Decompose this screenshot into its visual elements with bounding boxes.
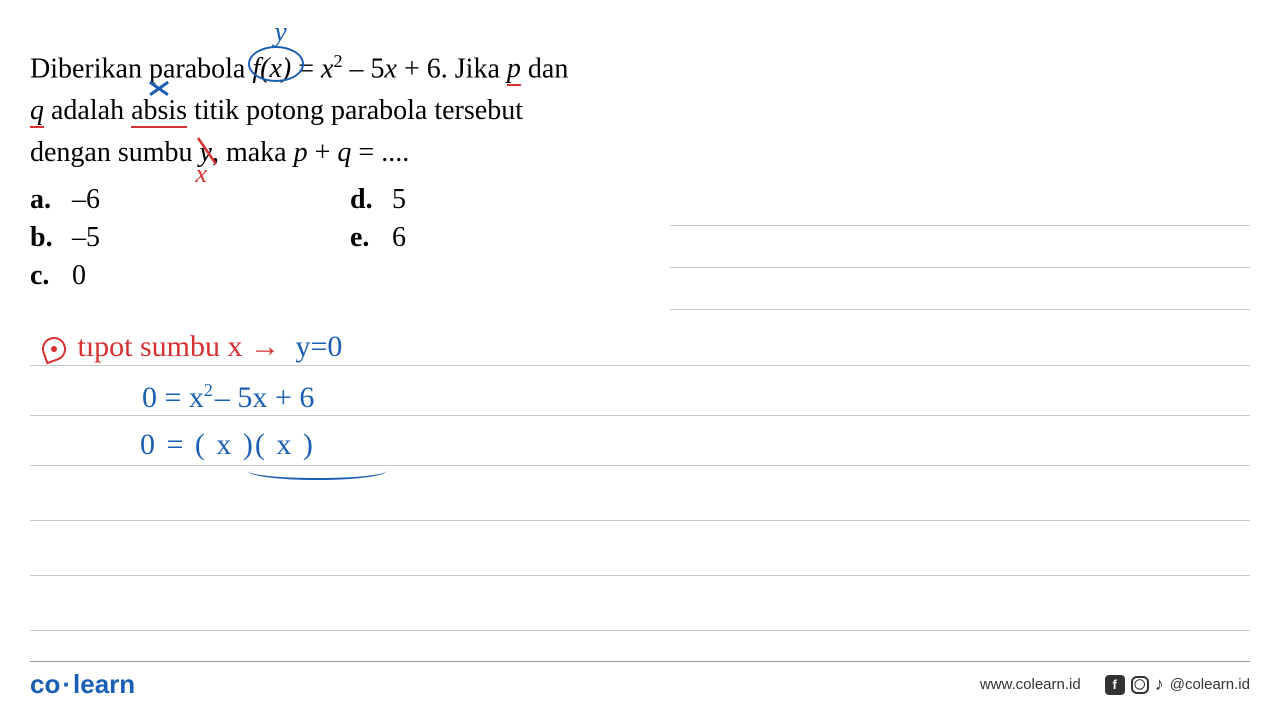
ruled-line [30,630,1250,631]
ruled-line [30,520,1250,521]
p-var: p [294,137,308,168]
option-d: d. 5 [350,184,670,216]
footer-divider [30,661,1250,662]
tiktok-icon: ♪ [1155,675,1164,695]
ruled-line [30,465,1250,466]
option-a: a. –6 [30,184,350,216]
option-value: 6 [392,222,442,254]
ruled-line [30,365,1250,366]
text: adalah [44,95,131,126]
text: + [308,137,338,168]
hw-text: – 5x + 6 [215,381,314,414]
question-line-2: q adalah absis titik potong parabola ter… [30,90,690,132]
question-line-1: Diberikan parabola y f(x) = x2 – 5x + 6.… [30,48,690,90]
option-letter: a. [30,184,72,216]
handwriting-line-3: 0 = ( x )( x ) [140,428,315,462]
question-text: Diberikan parabola y f(x) = x2 – 5x + 6.… [30,48,690,174]
cross-annotation [148,76,170,98]
text: Diberikan parabola [30,53,245,84]
option-letter: e. [350,222,392,254]
q-var: q [337,137,351,168]
footer-right: www.colearn.id f ◯ ♪ @colearn.id [980,675,1250,695]
p-underlined: p [507,53,521,86]
option-value: –6 [72,184,122,216]
annotation-x-label: x [196,154,208,193]
logo-dot: · [62,669,71,699]
option-letter: c. [30,260,72,292]
q-underlined: q [30,95,44,128]
text: dengan sumbu [30,137,200,168]
instagram-icon: ◯ [1131,676,1149,694]
option-value: 0 [72,260,122,292]
option-value: –5 [72,222,122,254]
curve-annotation [248,462,386,480]
hw-text: 0 = ( x )( x ) [140,428,315,461]
logo: co·learn [30,669,135,700]
ruled-line [30,415,1250,416]
hw-blue-text: y=0 [296,330,343,363]
x-var: x [321,53,333,84]
question-block: Diberikan parabola y f(x) = x2 – 5x + 6.… [0,0,1280,292]
answer-options: a. –6 d. 5 b. –5 e. 6 c. 0 [30,184,1250,292]
option-letter: b. [30,222,72,254]
option-e: e. 6 [350,222,670,254]
ruled-line [670,309,1250,310]
logo-text: co [30,669,60,699]
text: titik potong parabola tersebut [187,95,523,126]
text: , maka [212,137,294,168]
option-letter: d. [350,184,392,216]
footer: co·learn www.colearn.id f ◯ ♪ @colearn.i… [30,669,1250,700]
x-var: x [385,53,397,84]
facebook-icon: f [1105,675,1125,695]
bullet-icon [39,334,70,365]
logo-text: learn [73,669,135,699]
option-value: 5 [392,184,442,216]
ruled-line [30,575,1250,576]
text: + 6. Jika [397,53,507,84]
text: dan [521,53,568,84]
handwriting-line-2: 0 = x2– 5x + 6 [142,380,314,415]
social-handle: @colearn.id [1170,676,1250,693]
text: – 5 [343,53,385,84]
website-text: www.colearn.id [980,676,1081,693]
absis-underlined: absis [131,95,187,128]
handwriting-line-1: tıpot sumbu x → y=0 [42,330,342,364]
hw-red-text: tıpot sumbu x → [78,330,281,363]
option-b: b. –5 [30,222,350,254]
text: = .... [351,137,409,168]
social-links: f ◯ ♪ @colearn.id [1105,675,1250,695]
option-c: c. 0 [30,260,350,292]
hw-sup: 2 [204,380,213,400]
hw-text: 0 = x [142,381,204,414]
superscript: 2 [333,51,342,71]
question-line-3: dengan sumbu y x , maka p + q = .... [30,132,690,174]
